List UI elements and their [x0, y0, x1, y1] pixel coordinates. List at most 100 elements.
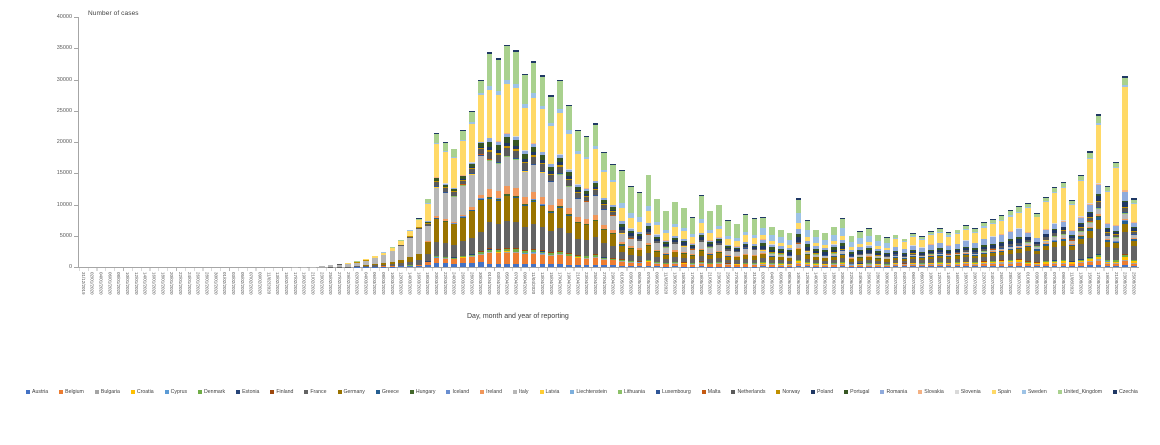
- bar-segment: [1060, 237, 1067, 239]
- bar-segment: [504, 84, 510, 133]
- bar-segment: [698, 250, 705, 251]
- x-tick-label: 18/06/2020: [831, 272, 837, 295]
- bar-segment: [786, 239, 793, 245]
- bar-segment: [672, 236, 678, 239]
- legend-label: United_Kingdom: [1063, 389, 1103, 395]
- x-label-slot: 18/01/2020: [158, 272, 167, 308]
- bar-slot: [326, 17, 335, 267]
- bar: [919, 17, 925, 267]
- bar-segment: [698, 195, 705, 220]
- bar-segment: [963, 240, 970, 247]
- bar-segment: [539, 204, 546, 206]
- bar-segment: [1069, 238, 1075, 241]
- bar-segment: [972, 229, 978, 233]
- bar-segment: [778, 248, 784, 251]
- bar-segment: [963, 264, 970, 267]
- x-tick-label: 13/02/2020: [275, 272, 281, 295]
- bar-segment: [610, 260, 616, 266]
- bar: [248, 17, 254, 267]
- bar-segment: [380, 255, 387, 264]
- bar-segment: [1051, 224, 1058, 230]
- bar-segment: [486, 198, 493, 223]
- legend-label: Italy: [519, 389, 529, 395]
- bar-segment: [469, 166, 475, 168]
- x-tick-label: 21/04/2020: [575, 272, 581, 295]
- bar-segment: [928, 250, 934, 253]
- bar-segment: [1095, 183, 1102, 185]
- bar-segment: [1034, 216, 1040, 218]
- bar: [530, 17, 537, 267]
- x-label-slot: 04/06/2020: [768, 272, 777, 308]
- bar-segment: [839, 240, 846, 244]
- x-tick-label: 30/01/2020: [213, 272, 219, 295]
- bar-segment: [645, 205, 652, 211]
- bar-segment: [1122, 202, 1128, 208]
- x-tick-label: 05/04/2020: [504, 272, 510, 295]
- bar-segment: [1131, 228, 1137, 231]
- bar-segment: [936, 229, 943, 233]
- x-label-slot: 27/05/2020: [732, 272, 741, 308]
- bar-segment: [848, 264, 855, 266]
- bar-segment: [530, 151, 537, 155]
- bar-segment: [627, 186, 634, 187]
- bar-segment: [574, 255, 581, 256]
- bar-segment: [1113, 241, 1120, 244]
- bar: [327, 17, 334, 267]
- bar: [733, 17, 740, 267]
- bar-segment: [857, 231, 864, 232]
- bar-slot: [344, 17, 353, 267]
- bar-segment: [857, 260, 864, 264]
- x-tick-label: 04/07/2020: [901, 272, 907, 295]
- bar-segment: [707, 258, 714, 263]
- bar-segment: [981, 251, 987, 253]
- bar: [601, 17, 608, 267]
- bar-segment: [839, 262, 846, 264]
- bar-segment: [1104, 262, 1111, 264]
- bar-segment: [1095, 194, 1102, 196]
- bar-segment: [804, 220, 811, 222]
- x-tick-label: 10/07/2020: [928, 272, 934, 295]
- bar-segment: [566, 187, 572, 209]
- bar-segment: [1025, 263, 1031, 265]
- bar-segment: [954, 264, 961, 267]
- x-tick-label: 13/08/2020: [1078, 272, 1084, 295]
- bar-segment: [619, 259, 625, 262]
- bar-segment: [1025, 204, 1031, 208]
- bar: [81, 17, 87, 267]
- y-tick-label: 15000: [56, 170, 72, 177]
- bar-segment: [1104, 190, 1111, 192]
- bar-segment: [380, 263, 387, 265]
- bar-segment: [733, 223, 740, 239]
- bar-segment: [751, 250, 758, 255]
- bar-segment: [627, 217, 634, 229]
- bar: [627, 17, 634, 267]
- x-tick-label: 07/08/2020: [1052, 272, 1057, 295]
- y-tick-label: 35000: [56, 45, 72, 52]
- x-tick-label: 07/05/2020: [645, 272, 651, 295]
- bar-segment: [1078, 216, 1084, 218]
- bar-segment: [451, 191, 458, 193]
- bar-segment: [742, 248, 749, 254]
- bar-segment: [469, 168, 475, 174]
- bar-segment: [1060, 240, 1067, 246]
- bar-segment: [857, 263, 864, 265]
- x-tick-label: 01/05/2020: [619, 272, 625, 295]
- x-label-slot: 14/01/2020: [141, 272, 150, 308]
- bar-segment: [892, 251, 899, 253]
- bar-segment: [583, 137, 590, 157]
- bar-segment: [530, 143, 537, 147]
- bar-segment: [989, 243, 996, 245]
- bar: [822, 17, 828, 267]
- bar-segment: [919, 239, 925, 248]
- bar-segment: [857, 255, 864, 257]
- bar-segment: [1087, 159, 1093, 204]
- bar: [1095, 17, 1102, 267]
- bar-segment: [539, 250, 546, 252]
- legend-label: Ireland: [486, 389, 503, 395]
- bar-segment: [928, 244, 934, 250]
- bar-segment: [1060, 265, 1067, 267]
- bar-segment: [354, 262, 360, 266]
- bar-segment: [1122, 84, 1128, 87]
- bar-segment: [866, 265, 872, 267]
- bar-segment: [513, 188, 519, 196]
